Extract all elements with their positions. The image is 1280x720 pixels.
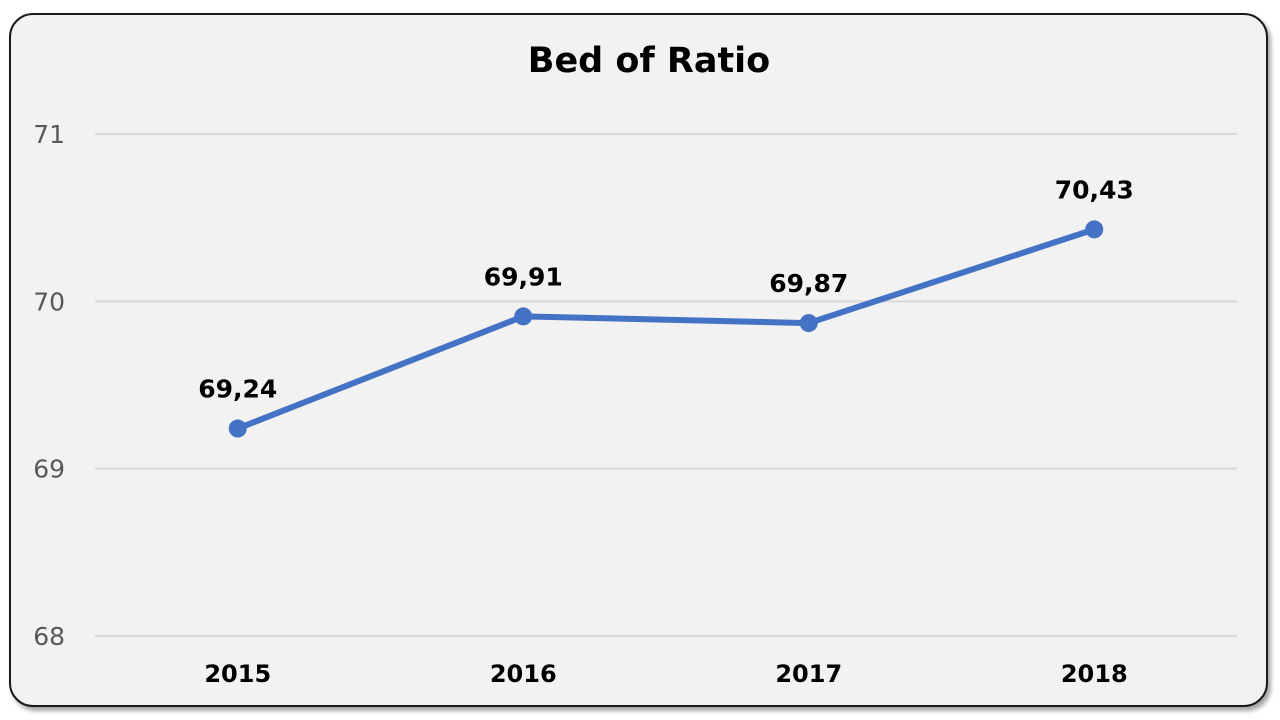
series-line-path [234, 226, 1098, 432]
data-label: 69,91 [484, 262, 563, 291]
x-tick-label: 2016 [490, 660, 557, 688]
data-point [799, 314, 818, 333]
x-tick-label: 2015 [204, 660, 271, 688]
data-label: 69,24 [198, 375, 277, 404]
x-tick-label: 2017 [775, 660, 842, 688]
y-tick-label: 68 [33, 622, 65, 651]
data-label: 69,87 [769, 269, 848, 298]
data-label: 70,43 [1055, 175, 1134, 204]
data-labels: 69,24 69,91 69,87 70,43 [198, 175, 1134, 403]
gridlines [95, 133, 1237, 637]
y-tick-label: 71 [33, 120, 65, 149]
series-line [228, 220, 1104, 438]
data-point [514, 307, 533, 326]
y-tick-label: 70 [33, 287, 65, 316]
chart-title: Bed of Ratio [528, 41, 770, 81]
chart-frame [9, 13, 1268, 707]
y-tick-label: 69 [33, 455, 65, 484]
y-axis: 68 69 70 71 [33, 120, 65, 651]
data-point [228, 419, 247, 438]
data-point [1085, 220, 1104, 239]
x-tick-label: 2018 [1061, 660, 1128, 688]
x-axis: 2015 2016 2017 2018 [204, 660, 1127, 688]
